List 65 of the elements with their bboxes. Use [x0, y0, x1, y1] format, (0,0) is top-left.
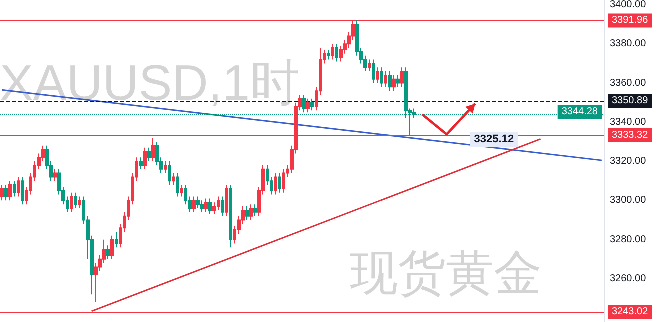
candlestick: [13, 180, 16, 198]
candlestick: [253, 204, 257, 217]
candlestick: [384, 71, 387, 88]
candlestick: [106, 245, 110, 260]
annotation: 3325.12: [474, 134, 514, 146]
candlestick: [392, 74, 396, 92]
y-tick-label: 3260.00: [610, 273, 647, 284]
candlestick: [17, 176, 20, 198]
candlestick: [274, 172, 277, 196]
candlestick: [368, 59, 371, 72]
candlestick: [147, 147, 151, 162]
candlestick: [245, 206, 249, 221]
candlestick: [192, 196, 196, 213]
candlestick: [139, 157, 143, 170]
candlestick: [180, 184, 183, 198]
candlestick: [53, 168, 57, 182]
candlestick: [78, 196, 81, 210]
candlestick: [331, 44, 334, 60]
y-tick-label: 3400.00: [610, 0, 647, 10]
ref-line-label: 3333.32: [612, 130, 649, 141]
candlestick: [115, 231, 118, 248]
candlestick: [380, 67, 383, 88]
ref-line-label: 3344.28: [562, 106, 598, 118]
y-tick-label: 3300.00: [610, 195, 647, 206]
candlestick: [310, 98, 314, 112]
ref-line-label: 3243.02: [612, 306, 649, 318]
y-tick-label: 3380.00: [610, 38, 647, 50]
candlestick: [225, 184, 228, 217]
candlestick: [327, 50, 330, 60]
candlestick: [8, 180, 12, 202]
candlestick: [249, 204, 253, 221]
candlestick: [74, 192, 77, 210]
candlestick: [172, 172, 175, 186]
candlestick: [376, 67, 379, 84]
candlestick: [151, 138, 155, 162]
candlestick: [200, 200, 204, 213]
candlestick: [204, 198, 208, 213]
candlestick: [396, 74, 400, 88]
candlestick: [176, 172, 179, 198]
candlestick: [196, 196, 200, 210]
candlestick: [229, 184, 232, 248]
ref-line-label: 3391.96: [612, 15, 649, 26]
candlestick: [221, 196, 224, 217]
y-tick-label: 3340.00: [610, 116, 647, 128]
candlestick: [168, 161, 171, 186]
candlestick: [278, 172, 281, 194]
candlestick: [164, 161, 167, 174]
candlestick: [335, 44, 338, 62]
candlestick: [372, 59, 375, 84]
candlestick: [0, 184, 4, 202]
candlestick: [302, 94, 306, 114]
candlestick: [143, 147, 147, 170]
candlestick: [110, 235, 114, 260]
y-tick-label: 3360.00: [610, 78, 647, 89]
candlestick: [208, 198, 212, 215]
ref-line-label: 3350.89: [612, 96, 649, 107]
candlestick: [4, 184, 8, 202]
candlestick: [282, 168, 285, 194]
y-tick-label: 3280.00: [610, 234, 647, 246]
y-tick-label: 3320.00: [610, 156, 647, 168]
candlestick: [388, 71, 392, 92]
candlestick: [21, 176, 24, 206]
candlestick: [70, 192, 73, 213]
candlestick: [400, 67, 404, 88]
candlestick: [306, 98, 310, 114]
